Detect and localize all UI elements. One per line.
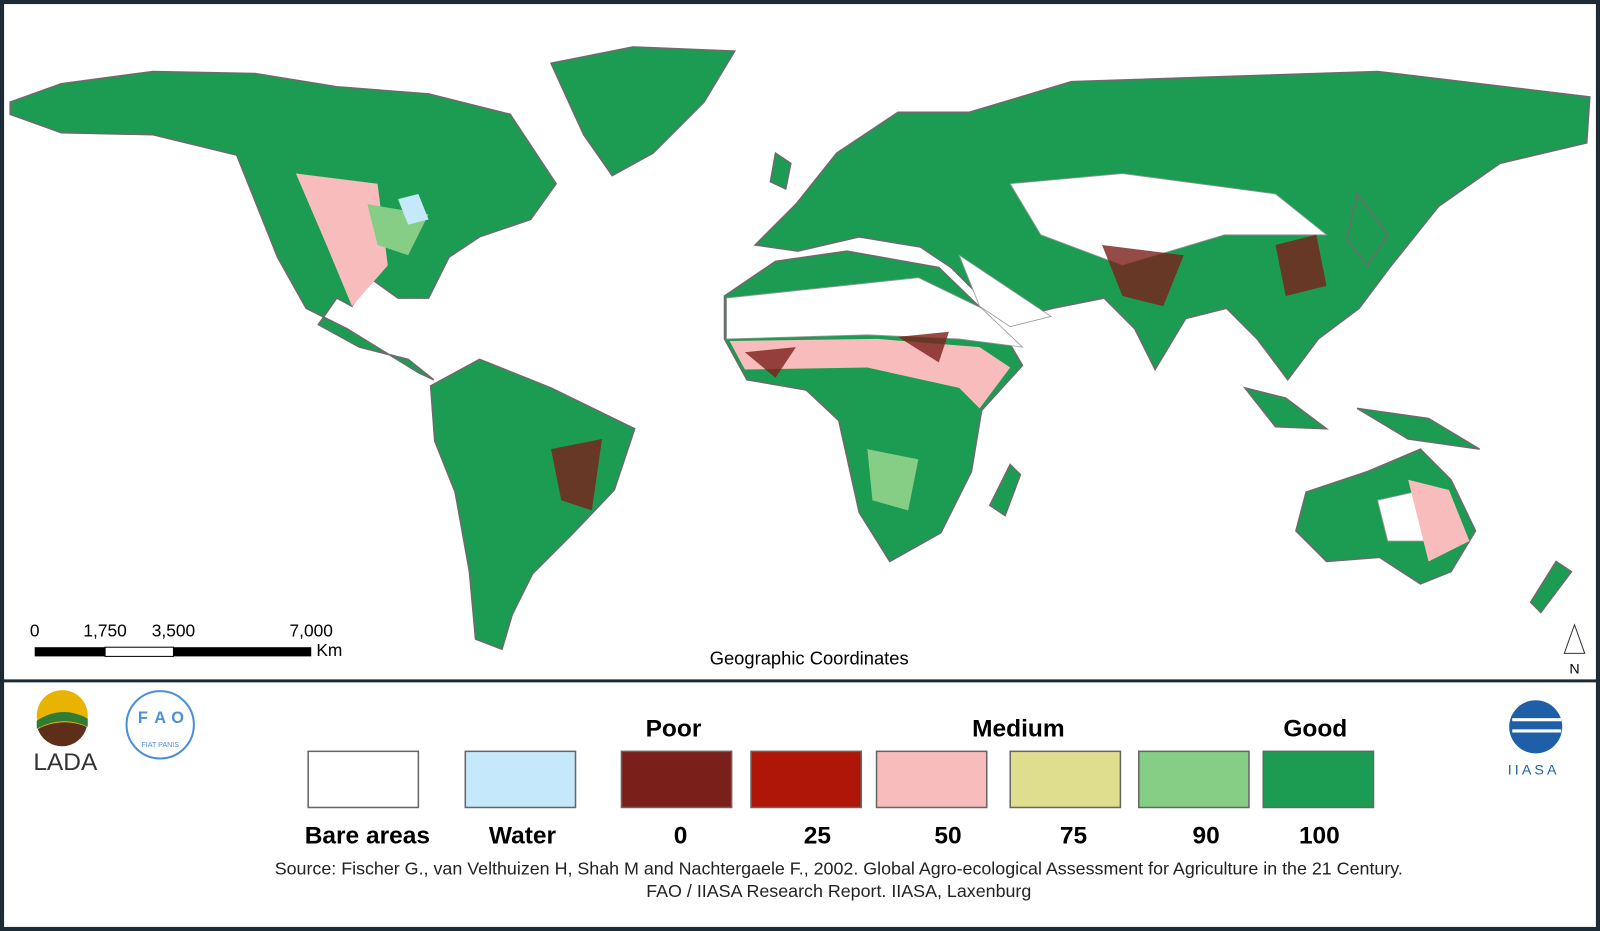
legend-label: Bare areas [305, 823, 430, 850]
legend-swatch [1138, 750, 1250, 809]
legend-label: 90 [1193, 823, 1220, 850]
iiasa-logo: IIASA [1508, 700, 1563, 778]
scale-label: 1,750 [83, 620, 126, 640]
scale-segment [104, 646, 174, 657]
legend-heading: Poor [646, 715, 702, 742]
legend-label: 75 [1060, 823, 1087, 850]
scale-segment [173, 647, 312, 657]
fao-motto: FIAT PANIS [141, 741, 179, 749]
legend-swatch [875, 750, 988, 809]
legend-heading: Good [1283, 715, 1347, 742]
world-map [9, 46, 1591, 651]
legend-swatch [750, 750, 862, 809]
fao-letter: F [138, 709, 148, 727]
legend-label: Water [489, 823, 557, 850]
lada-logo: LADA [33, 690, 98, 776]
scale-label: 0 [30, 620, 40, 640]
north-arrow [1563, 623, 1586, 654]
legend-label: 0 [674, 823, 688, 850]
iiasa-text: IIASA [1508, 762, 1560, 778]
legend-label: 25 [804, 823, 831, 850]
legend-label: 100 [1299, 823, 1340, 850]
legend-heading: Medium [972, 715, 1064, 742]
source-line: Source: Fischer G., van Velthuizen H, Sh… [275, 858, 1403, 878]
projection-note: Geographic Coordinates [710, 647, 909, 668]
legend-swatch [464, 750, 577, 809]
north-label: N [1569, 661, 1579, 677]
legend-label: 50 [934, 823, 961, 850]
fao-logo: F A O FIAT PANIS [125, 690, 195, 760]
legend-swatch [1262, 750, 1375, 809]
legend: Bare areas Water 0 25 50 75 90 100 [305, 750, 1375, 850]
lada-text: LADA [33, 749, 98, 776]
scale-bar: 0 1,750 3,500 7,000 Km [30, 620, 342, 659]
source-line: FAO / IIASA Research Report. IIASA, Laxe… [646, 881, 1031, 901]
fao-letter: A [154, 709, 166, 727]
scale-segment [34, 647, 106, 657]
legend-swatch [1009, 750, 1122, 809]
scale-unit: Km [316, 640, 342, 660]
legend-swatch [620, 750, 733, 809]
legend-swatch [307, 750, 420, 809]
fao-letter: O [171, 709, 184, 727]
scale-label: 7,000 [290, 620, 333, 640]
scale-label: 3,500 [152, 620, 195, 640]
